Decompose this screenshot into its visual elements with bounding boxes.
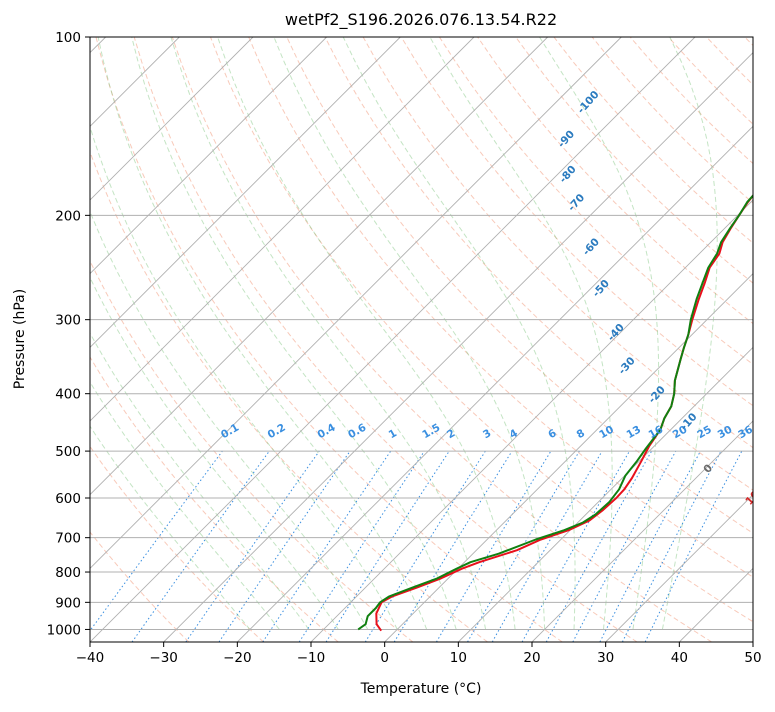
y-tick-label: 500 <box>55 444 81 460</box>
x-tick-label: −40 <box>76 650 105 666</box>
y-tick-label: 900 <box>55 595 81 611</box>
x-tick-label: 20 <box>523 650 540 666</box>
x-tick-label: 10 <box>450 650 467 666</box>
x-tick-label: −10 <box>297 650 326 666</box>
x-tick-label: 0 <box>380 650 389 666</box>
x-tick-label: 40 <box>671 650 688 666</box>
y-tick-label: 100 <box>55 30 81 46</box>
y-tick-label: 300 <box>55 313 81 329</box>
y-tick-label: 1000 <box>47 622 81 638</box>
x-tick-label: −20 <box>223 650 252 666</box>
x-tick-label: −30 <box>149 650 178 666</box>
x-tick-label: 30 <box>597 650 614 666</box>
y-tick-label: 400 <box>55 387 81 403</box>
y-tick-label: 600 <box>55 491 81 507</box>
y-tick-label: 700 <box>55 531 81 547</box>
chart-title: wetPf2_S196.2026.076.13.54.R22 <box>285 10 557 30</box>
y-tick-label: 200 <box>55 208 81 224</box>
y-tick-label: 800 <box>55 565 81 581</box>
x-tick-label: 50 <box>744 650 761 666</box>
x-axis-label: Temperature (°C) <box>360 681 482 697</box>
y-axis-label: Pressure (hPa) <box>12 289 28 389</box>
